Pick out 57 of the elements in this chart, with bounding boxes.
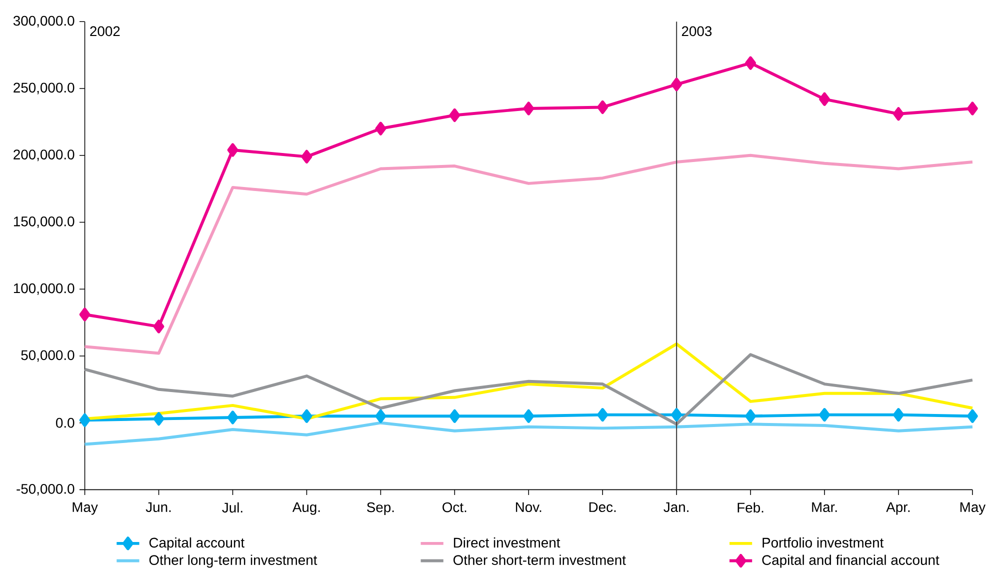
y-tick-label: 50,000.0 (21, 350, 74, 362)
point (893, 106, 904, 120)
point (597, 408, 608, 422)
legend-label: Other long-term investment (149, 554, 318, 568)
point (375, 122, 386, 136)
point (301, 409, 312, 423)
y-tick-label: 250,000.0 (14, 82, 74, 94)
point (523, 409, 534, 423)
point (301, 150, 312, 164)
legend-label: Portfolio investment (762, 537, 884, 548)
point (597, 100, 608, 114)
x-tick-label: Jan. (664, 502, 688, 512)
point (79, 413, 90, 427)
ref-line-label: 2003 (682, 26, 712, 36)
point (523, 102, 534, 116)
point (819, 92, 830, 106)
point (819, 408, 830, 422)
y-tick-label: 200,000.0 (14, 149, 74, 161)
y-tick-label: 300,000.0 (13, 16, 74, 28)
point (449, 409, 460, 423)
x-tick-label: Oct. (442, 502, 466, 512)
x-tick-label: Sep. (366, 502, 394, 515)
x-tick-label: Mar. (812, 502, 837, 512)
x-tick-label: Jun. (146, 502, 171, 512)
point (375, 409, 386, 423)
x-tick-label: Dec. (589, 502, 616, 512)
point (671, 408, 682, 422)
y-tick-label: 150,000.0 (14, 216, 74, 228)
point (966, 409, 978, 423)
point (671, 77, 682, 92)
y-tick-label: -50,000.0 (16, 484, 74, 496)
point (745, 409, 756, 423)
point (966, 102, 978, 116)
x-tick-label: May (72, 502, 98, 515)
point (745, 56, 756, 70)
point (153, 412, 164, 426)
line-series (83, 154, 974, 355)
legend-label: Capital account (149, 537, 244, 550)
x-tick-label: Jul. (222, 502, 242, 512)
x-tick-label: Nov. (516, 502, 542, 512)
line-series (83, 352, 974, 426)
x-tick-label: Feb. (738, 502, 764, 512)
legend-label: Capital and financial account (762, 554, 940, 568)
annotation: 2002 (90, 26, 120, 36)
x-tick-label: May (960, 502, 986, 515)
point (227, 142, 238, 157)
point (79, 307, 90, 322)
point (227, 410, 238, 424)
y-tick-label: 100,000.0 (14, 283, 74, 295)
legend-label: Other short-term investment (453, 554, 626, 565)
point (893, 408, 904, 422)
legend-label: Direct investment (454, 537, 560, 548)
point (153, 320, 164, 334)
point (449, 108, 460, 122)
x-tick-label: Apr. (886, 502, 910, 515)
y-tick-label: 0.0 (56, 418, 74, 428)
x-tick-label: Aug. (292, 502, 320, 515)
